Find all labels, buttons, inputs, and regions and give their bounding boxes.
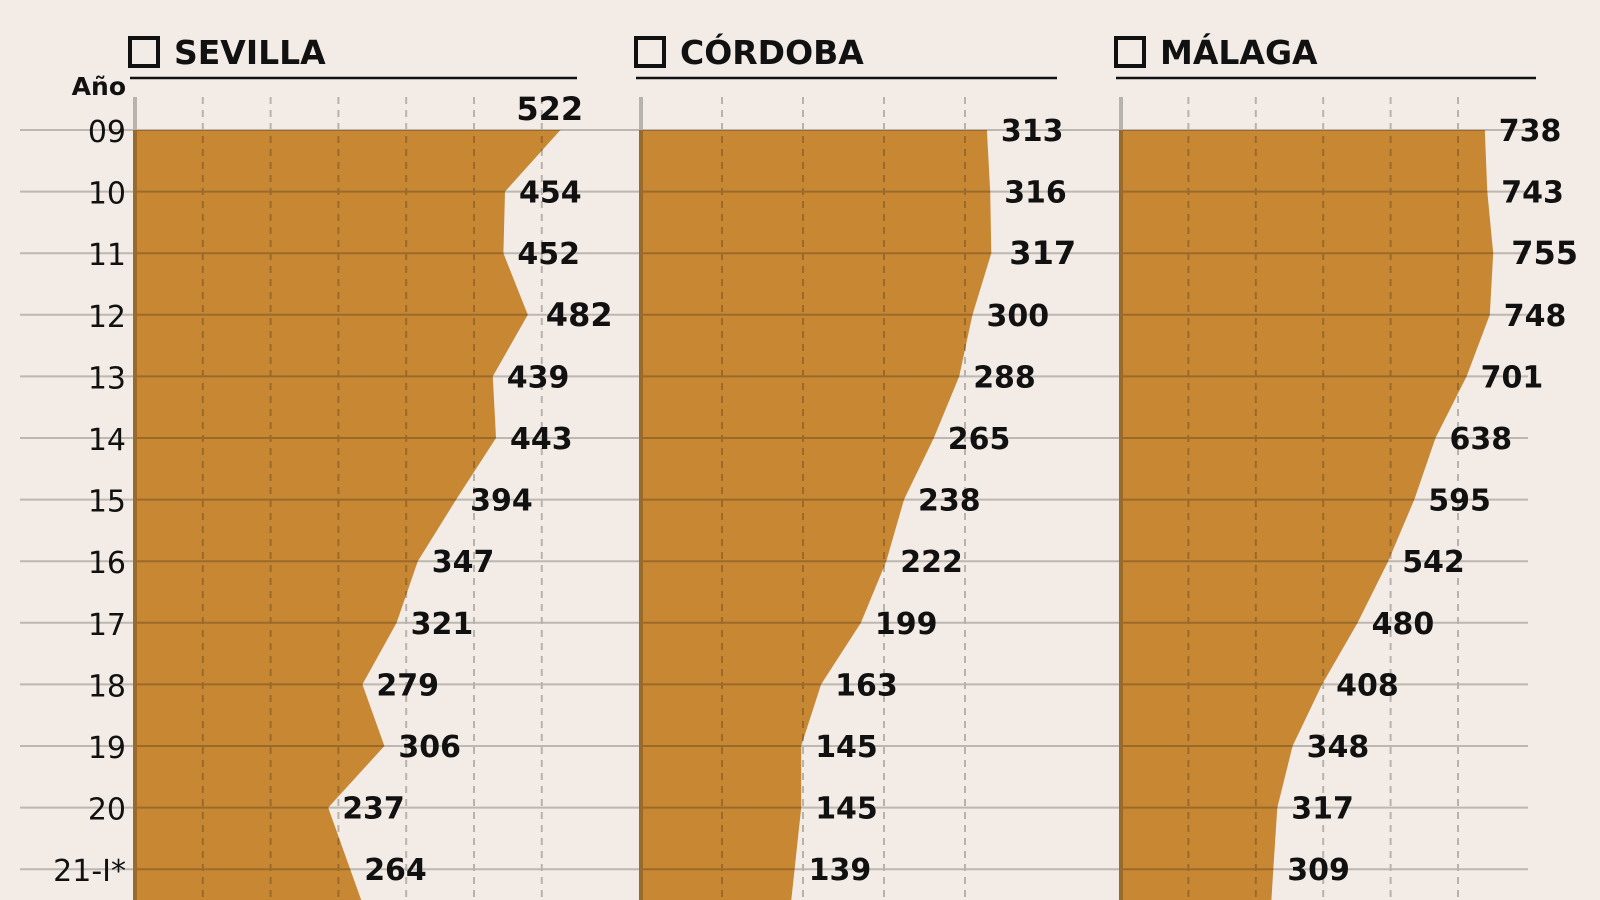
panel-title: CÓRDOBA <box>680 32 864 72</box>
value-label: 139 <box>809 853 872 888</box>
value-label: 264 <box>364 853 427 888</box>
value-label: 595 <box>1428 484 1491 519</box>
value-label: 316 <box>1004 176 1067 211</box>
area-grid-overlay <box>641 130 992 900</box>
value-label: 738 <box>1499 114 1562 149</box>
area-shape <box>135 130 561 900</box>
value-label: 480 <box>1372 607 1435 642</box>
value-label: 638 <box>1450 422 1513 457</box>
year-label: 14 <box>88 423 126 458</box>
value-label: 306 <box>398 730 461 765</box>
year-label: 09 <box>88 115 126 150</box>
panel-sevilla: SEVILLA 522 454 452 482 439 443 394 347 321 279 306… <box>128 33 613 900</box>
year-label: 20 <box>88 793 126 828</box>
value-label: 300 <box>987 299 1050 334</box>
value-label: 452 <box>517 237 580 272</box>
value-label: 394 <box>470 484 533 519</box>
value-label: 237 <box>342 792 405 827</box>
year-label: 12 <box>88 300 126 335</box>
value-label: 145 <box>815 730 878 765</box>
year-label: 10 <box>88 177 126 212</box>
value-label: 755 <box>1511 234 1578 272</box>
year-label: 18 <box>88 669 126 704</box>
panel-málaga: MÁLAGA 738 743 755 748 701 638 595 542 480 408 348 3… <box>1114 32 1578 900</box>
year-label: 19 <box>88 731 126 766</box>
area-shape <box>1121 130 1494 900</box>
year-label: 17 <box>88 608 126 643</box>
value-label: 748 <box>1504 299 1567 334</box>
square-icon <box>1114 36 1146 68</box>
panel-title: MÁLAGA <box>1160 32 1318 72</box>
year-axis-labels: 09 10 11 12 13 14 15 16 17 18 19 20 21-I* <box>53 115 126 889</box>
value-label: 454 <box>519 176 582 211</box>
value-label: 348 <box>1307 730 1370 765</box>
year-label: 15 <box>88 485 126 520</box>
axis-header-label: Año <box>72 72 126 101</box>
value-label: 317 <box>1291 792 1354 827</box>
value-label: 743 <box>1501 176 1564 211</box>
value-label: 347 <box>432 545 495 580</box>
value-label: 408 <box>1336 668 1399 703</box>
value-label: 309 <box>1287 853 1350 888</box>
panels: SEVILLA 522 454 452 482 439 443 394 347 321 279 306… <box>128 32 1578 900</box>
panel-title: SEVILLA <box>174 33 326 72</box>
square-icon <box>128 36 160 68</box>
value-label: 199 <box>875 607 938 642</box>
value-label: 238 <box>918 484 981 519</box>
value-label: 439 <box>507 360 570 395</box>
value-label: 288 <box>973 360 1036 395</box>
value-label: 701 <box>1481 360 1544 395</box>
area-shape <box>641 130 992 900</box>
value-label: 163 <box>835 668 898 703</box>
year-label: 13 <box>88 361 126 396</box>
year-label: 11 <box>88 238 126 273</box>
value-label: 443 <box>510 422 573 457</box>
square-icon <box>634 36 666 68</box>
value-label: 279 <box>376 668 439 703</box>
value-label: 321 <box>411 607 474 642</box>
value-label: 482 <box>546 296 613 334</box>
value-label: 542 <box>1402 545 1465 580</box>
value-label: 522 <box>516 90 583 128</box>
value-label: 317 <box>1009 234 1076 272</box>
panel-córdoba: CÓRDOBA 313 316 317 300 288 265 238 222 199 163 145… <box>634 32 1076 900</box>
value-label: 222 <box>900 545 963 580</box>
year-label: 21-I* <box>53 854 126 889</box>
value-label: 313 <box>1001 114 1064 149</box>
value-label: 265 <box>948 422 1011 457</box>
year-label: 16 <box>88 546 126 581</box>
value-label: 145 <box>815 792 878 827</box>
